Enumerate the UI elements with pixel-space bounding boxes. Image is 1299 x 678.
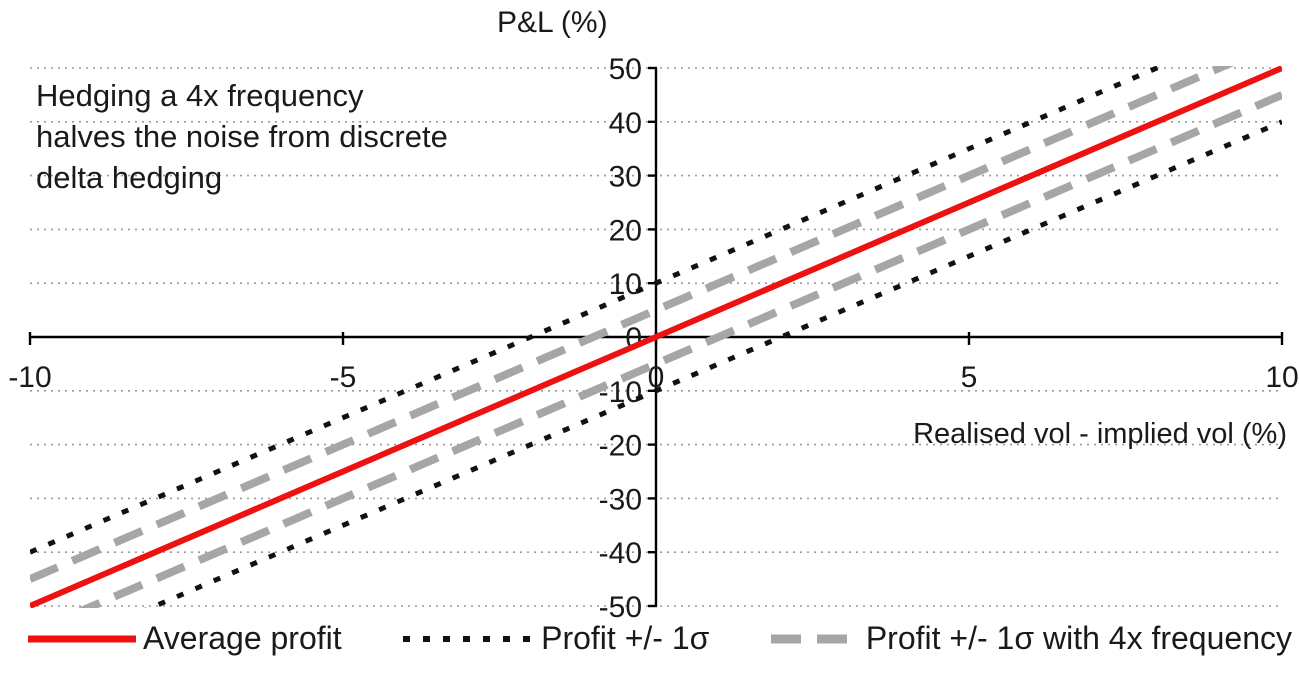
svg-text:-30: -30 xyxy=(599,483,642,516)
legend-label-average-profit: Average profit xyxy=(143,620,342,656)
svg-text:0: 0 xyxy=(648,361,665,394)
legend-line-profit-1sigma-icon xyxy=(401,631,536,647)
annotation-text: Hedging a 4x frequency halves the noise … xyxy=(36,78,448,195)
svg-text:30: 30 xyxy=(609,161,642,194)
legend-item-profit-1sigma-4x: Profit +/- 1σ with 4x frequency xyxy=(769,620,1292,657)
svg-text:-10: -10 xyxy=(8,361,51,394)
legend-label-profit-1sigma-4x: Profit +/- 1σ with 4x frequency xyxy=(865,620,1292,656)
svg-text:-20: -20 xyxy=(599,430,642,463)
svg-text:10: 10 xyxy=(1265,361,1298,394)
svg-text:10: 10 xyxy=(609,268,642,301)
svg-text:5: 5 xyxy=(961,361,978,394)
legend-line-average-profit-icon xyxy=(26,631,138,647)
svg-text:-5: -5 xyxy=(330,361,357,394)
x-axis-label: Realised vol - implied vol (%) xyxy=(913,418,1287,450)
legend-line-profit-1sigma-4x-icon xyxy=(769,631,861,647)
legend-item-profit-1sigma: Profit +/- 1σ xyxy=(401,620,709,657)
legend-item-average-profit: Average profit xyxy=(26,620,342,657)
svg-text:20: 20 xyxy=(609,214,642,247)
svg-text:40: 40 xyxy=(609,107,642,140)
svg-text:-40: -40 xyxy=(599,537,642,570)
svg-text:-10: -10 xyxy=(599,376,642,409)
svg-text:-50: -50 xyxy=(599,591,642,624)
y-axis-title: P&L (%) xyxy=(497,6,608,39)
legend-label-profit-1sigma: Profit +/- 1σ xyxy=(541,620,710,656)
legend: Average profit Profit +/- 1σ Profit +/- … xyxy=(26,620,1292,657)
svg-text:50: 50 xyxy=(609,53,642,86)
